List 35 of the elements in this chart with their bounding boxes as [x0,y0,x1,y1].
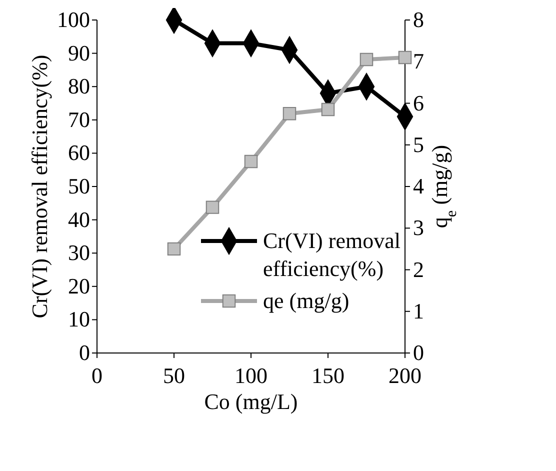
y2-tick-label: 2 [413,256,424,282]
y-tick-label: 40 [68,206,90,232]
point [282,107,296,120]
x-tick-label: 100 [234,363,268,388]
point [321,102,335,116]
point [206,200,220,214]
y2-tick-label: 6 [413,90,424,116]
y2-tick-label: 0 [413,340,424,365]
x-tick-label: 200 [388,363,422,388]
y-tick-label: 20 [68,273,90,298]
x-tick-label: 50 [163,363,185,388]
y-tick-label: 80 [68,74,90,99]
y2-tick-label: 5 [413,132,424,157]
legend-label: qe (mg/g) [263,288,350,313]
x-tick-label: 150 [312,363,344,388]
x-axis-title: Co (mg/L) [204,389,298,414]
point [167,242,181,256]
y-tick-label: 30 [68,240,90,266]
y-axis-title: Cr(VI) removal efficiency(%) [27,54,52,318]
y2-tick-label: 8 [413,7,424,32]
y-tick-label: 90 [68,40,90,66]
y2-tick-label: 3 [413,215,424,240]
y-tick-label: 60 [68,140,90,166]
y-tick-label: 50 [68,174,90,198]
y-tick-label: 0 [79,340,90,365]
point [244,154,258,168]
point [398,50,412,64]
y-tick-label: 70 [68,106,90,132]
point [360,52,374,66]
y-tick-label: 100 [57,7,90,32]
legend-label: Cr(VI) removal efficiency(%) [263,228,400,281]
y2-tick-label: 7 [413,48,424,74]
y-tick-label: 10 [68,306,90,332]
y2-tick-label: 1 [413,298,424,324]
y2-tick-label: 4 [413,174,424,198]
